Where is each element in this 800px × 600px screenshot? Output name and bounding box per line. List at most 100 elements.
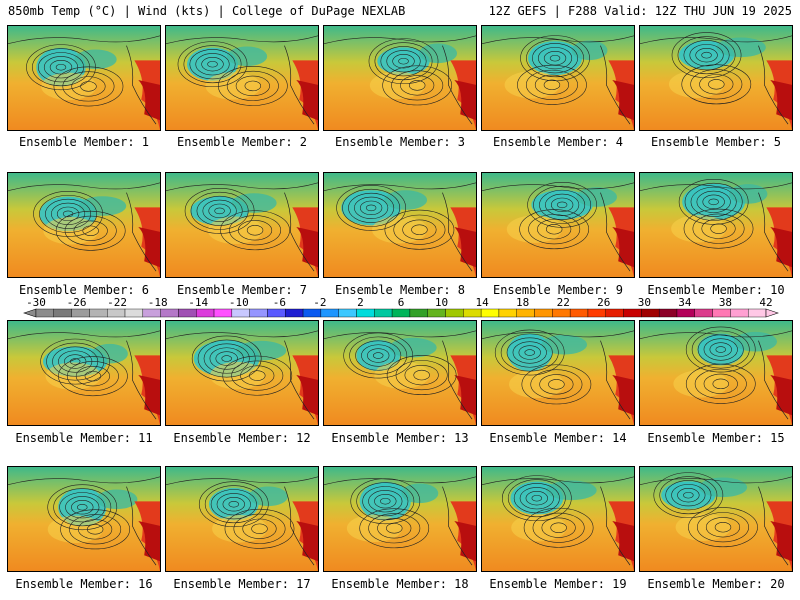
ensemble-member-label: Ensemble Member: 12	[173, 431, 311, 445]
colorbar-swatch	[53, 308, 72, 318]
colorbar-swatch	[712, 308, 731, 318]
ensemble-member-label: Ensemble Member: 11	[15, 431, 153, 445]
ensemble-member-label: Ensemble Member: 14	[489, 431, 627, 445]
ensemble-member-label: Ensemble Member: 16	[15, 577, 153, 591]
ensemble-member-label: Ensemble Member: 7	[176, 283, 308, 297]
colorbar-tick-label: 18	[516, 296, 530, 309]
ensemble-member-map-13	[323, 320, 477, 426]
colorbar-swatch	[747, 308, 767, 318]
colorbar-swatch	[480, 308, 500, 318]
ensemble-member-map-5	[639, 25, 793, 131]
ensemble-member-map-2	[165, 25, 319, 131]
ensemble-member-label: Ensemble Member: 4	[492, 135, 624, 149]
ensemble-member-map-14	[481, 320, 635, 426]
colorbar-swatch	[267, 308, 286, 318]
ensemble-member-label: Ensemble Member: 3	[334, 135, 466, 149]
colorbar-swatch	[676, 308, 695, 318]
colorbar-tick-label: -6	[272, 296, 286, 309]
colorbar-tick-label: 10	[434, 296, 449, 309]
ensemble-member-label: Ensemble Member: 19	[489, 577, 627, 591]
ensemble-member-map-20	[639, 466, 793, 572]
ensemble-member-map-19	[481, 466, 635, 572]
colorbar-swatch	[160, 308, 179, 318]
colorbar-swatch	[320, 308, 339, 318]
ensemble-member-map-7	[165, 172, 319, 278]
ensemble-member-label: Ensemble Member: 1	[18, 135, 150, 149]
colorbar-swatch	[285, 308, 304, 318]
ensemble-member-map-3	[323, 25, 477, 131]
colorbar-tick-label: 22	[556, 296, 570, 309]
colorbar-swatch	[338, 308, 357, 318]
colorbar-tick-label: -30	[26, 296, 46, 309]
ensemble-member-label: Ensemble Member: 13	[331, 431, 469, 445]
colorbar-swatch	[641, 308, 660, 318]
ensemble-member-map-17	[165, 466, 319, 572]
colorbar-swatch	[391, 308, 411, 318]
ensemble-member-map-8	[323, 172, 477, 278]
ensemble-member-map-15	[639, 320, 793, 426]
colorbar-swatch	[142, 308, 161, 318]
ensemble-member-map-6	[7, 172, 161, 278]
colorbar-tick-label: 6	[397, 296, 405, 309]
colorbar-swatch	[302, 308, 322, 318]
colorbar-swatch	[107, 308, 126, 318]
ensemble-member-label: Ensemble Member: 2	[176, 135, 308, 149]
ensemble-member-label: Ensemble Member: 10	[647, 283, 785, 297]
colorbar-swatch	[587, 308, 606, 318]
colorbar-swatch	[356, 308, 375, 318]
colorbar-tick-label: -18	[147, 296, 168, 309]
colorbar-swatch	[552, 308, 571, 318]
colorbar-swatch	[35, 308, 55, 318]
ensemble-member-label: Ensemble Member: 15	[647, 431, 785, 445]
temperature-colorbar	[23, 308, 779, 318]
colorbar-swatch	[516, 308, 535, 318]
colorbar-swatch	[498, 308, 517, 318]
colorbar-swatch	[463, 308, 482, 318]
ensemble-member-label: Ensemble Member: 18	[331, 577, 469, 591]
ensemble-member-map-12	[165, 320, 319, 426]
colorbar-tick-label: 2	[357, 296, 364, 309]
ensemble-member-label: Ensemble Member: 8	[334, 283, 466, 297]
colorbar-swatch	[89, 308, 108, 318]
colorbar-tick-label: 34	[678, 296, 692, 309]
colorbar-tick-label: -26	[66, 296, 87, 309]
colorbar-swatch	[658, 308, 678, 318]
colorbar-tick-label: -14	[188, 296, 209, 309]
colorbar-tick-label: 42	[759, 296, 773, 309]
ensemble-member-label: Ensemble Member: 9	[492, 283, 624, 297]
ensemble-member-map-18	[323, 466, 477, 572]
colorbar-swatch	[71, 308, 90, 318]
ensemble-member-map-16	[7, 466, 161, 572]
colorbar-tick-label: 26	[597, 296, 611, 309]
colorbar-swatch	[231, 308, 250, 318]
colorbar-swatch	[409, 308, 428, 318]
colorbar-swatch	[374, 308, 393, 318]
ensemble-member-map-1	[7, 25, 161, 131]
colorbar-swatch	[534, 308, 553, 318]
colorbar-swatch	[445, 308, 464, 318]
colorbar-tick-label: 30	[637, 296, 651, 309]
colorbar-swatch	[730, 308, 749, 318]
ensemble-member-map-9	[481, 172, 635, 278]
header-title-right: 12Z GEFS | F288 Valid: 12Z THU JUN 19 20…	[488, 4, 792, 18]
ensemble-member-label: Ensemble Member: 5	[650, 135, 782, 149]
colorbar-swatch	[605, 308, 624, 318]
colorbar-swatch	[249, 308, 268, 318]
colorbar-swatch	[569, 308, 589, 318]
colorbar-swatch	[178, 308, 197, 318]
colorbar-swatch	[623, 308, 642, 318]
colorbar-tick-label: -10	[228, 296, 249, 309]
colorbar-swatch	[213, 308, 233, 318]
colorbar-tick-label: -22	[107, 296, 128, 309]
colorbar-swatch	[124, 308, 144, 318]
ensemble-member-label: Ensemble Member: 6	[18, 283, 150, 297]
ensemble-member-label: Ensemble Member: 17	[173, 577, 311, 591]
ensemble-member-label: Ensemble Member: 20	[647, 577, 785, 591]
header-title-left: 850mb Temp (°C) | Wind (kts) | College o…	[8, 4, 406, 18]
colorbar-tick-label: -2	[313, 296, 327, 309]
ensemble-member-map-10	[639, 172, 793, 278]
colorbar-tick-label: 14	[475, 296, 489, 309]
ensemble-member-map-11	[7, 320, 161, 426]
colorbar-swatch	[427, 308, 446, 318]
colorbar-swatch	[196, 308, 215, 318]
